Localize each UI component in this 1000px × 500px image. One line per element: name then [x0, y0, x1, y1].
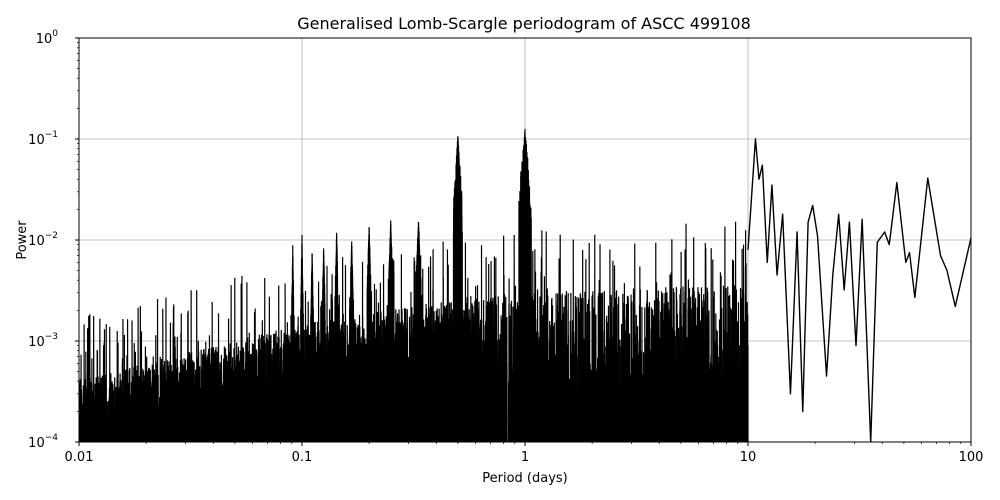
x-tick-label: 1	[521, 450, 529, 465]
x-axis-ticks: 0.01 0.1 1 10 100	[65, 442, 984, 465]
chart-title: Generalised Lomb-Scargle periodogram of …	[297, 14, 751, 33]
y-axis-label: Power	[15, 220, 30, 260]
smooth-tail-line	[747, 138, 971, 442]
x-axis-label: Period (days)	[482, 471, 568, 486]
x-tick-label: 0.1	[292, 450, 313, 465]
x-tick-label: 0.01	[65, 450, 94, 465]
x-tick-label: 100	[959, 450, 984, 465]
periodogram-series	[79, 128, 971, 442]
x-tick-label: 10	[740, 450, 757, 465]
